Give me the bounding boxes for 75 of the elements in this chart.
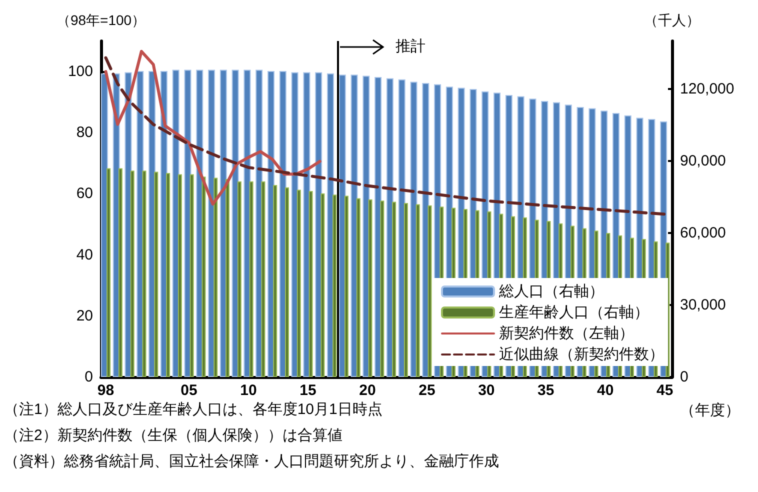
bar	[184, 70, 192, 377]
bar	[261, 181, 266, 377]
x-tick-label: 30	[478, 382, 495, 399]
y-tick-label: 20	[76, 307, 93, 324]
bar	[308, 191, 313, 377]
y2-tick-label: 30,000	[680, 296, 726, 314]
bar	[303, 72, 310, 377]
y2-tick-label: 60,000	[680, 224, 726, 242]
legend-label: 総人口（右軸）	[498, 283, 604, 300]
bar	[166, 173, 170, 377]
bar	[142, 170, 146, 377]
x-tick-label: 20	[359, 382, 376, 399]
text: （注1）総人口及び生産年齢人口は、各年度10月1日時点	[4, 400, 382, 419]
bar	[404, 203, 408, 377]
bar	[380, 200, 384, 377]
legend-label: 新契約件数（左軸）	[499, 325, 634, 342]
bar	[338, 74, 346, 377]
bar	[332, 194, 337, 377]
bar	[130, 170, 134, 377]
bar	[154, 172, 158, 377]
x-tick-label: 05	[180, 382, 198, 399]
bar	[291, 72, 298, 377]
bar	[368, 199, 372, 377]
bar	[249, 181, 254, 377]
x-tick-label: 98	[97, 382, 114, 399]
bar	[296, 190, 301, 377]
bar	[178, 174, 182, 377]
bar	[226, 179, 230, 377]
text: （資料）総務省統計局、国立社会保障・人口問題研究所より、金融庁作成	[4, 452, 499, 471]
x-tick-label: 10	[240, 382, 257, 399]
bar	[428, 205, 432, 377]
bar	[410, 82, 418, 377]
y-tick-label: 60	[76, 185, 93, 202]
legend-label: 近似曲線（新契約件数）	[499, 346, 664, 363]
y2-axis-title: （千人）	[644, 12, 700, 28]
bar	[392, 202, 396, 377]
x-tick-label: 15	[300, 382, 316, 399]
bar	[320, 193, 325, 377]
bar	[350, 74, 358, 377]
bar	[237, 181, 242, 377]
x-tick-label: 35	[538, 382, 554, 399]
bar	[214, 178, 218, 377]
y2-tick-label: 120,000	[680, 80, 734, 98]
bar	[118, 168, 122, 377]
bar	[244, 70, 251, 377]
x-tick-label: 40	[597, 382, 614, 399]
bar	[398, 79, 406, 377]
bar	[374, 77, 382, 377]
bar	[326, 73, 334, 377]
ref-line-label: 推計	[396, 37, 426, 56]
y-tick-label: 40	[76, 246, 93, 264]
x-tick-label: 25	[418, 382, 436, 399]
bar	[386, 78, 394, 377]
bar	[362, 76, 370, 377]
y-tick-label: 100	[68, 63, 93, 80]
x-tick-label: 45	[656, 382, 674, 399]
y2-tick-label: 90,000	[680, 152, 726, 170]
bar	[284, 187, 289, 377]
y-tick-label: 0	[84, 368, 93, 386]
text: （注2）新契約件数（生保（個人保険））は合算値	[4, 426, 342, 445]
y-axis-title: （98年=100）	[56, 12, 146, 28]
bar	[106, 168, 111, 377]
line-series	[104, 56, 666, 216]
bar	[202, 176, 206, 377]
bar	[356, 198, 360, 377]
bar	[190, 174, 194, 377]
line-series	[104, 50, 322, 206]
bar	[344, 196, 348, 377]
bar	[416, 204, 420, 377]
y2-tick-label: 0	[680, 368, 688, 386]
x-axis-title: （年度）	[680, 401, 740, 420]
legend-label: 生産年齢人口（右軸）	[499, 304, 649, 321]
bar	[273, 185, 278, 377]
bar	[422, 83, 430, 377]
y-tick-label: 80	[76, 124, 93, 142]
